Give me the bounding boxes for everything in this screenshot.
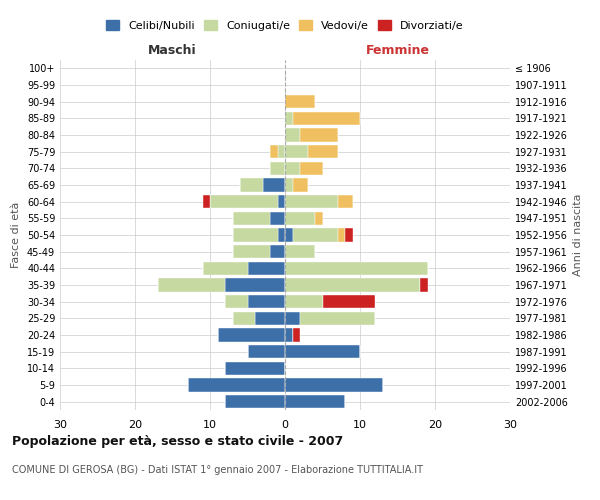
Bar xyxy=(225,295,248,308)
Text: Femmine: Femmine xyxy=(365,44,430,57)
Bar xyxy=(285,212,315,225)
Text: COMUNE DI GEROSA (BG) - Dati ISTAT 1° gennaio 2007 - Elaborazione TUTTITALIA.IT: COMUNE DI GEROSA (BG) - Dati ISTAT 1° ge… xyxy=(12,465,423,475)
Bar xyxy=(308,145,337,158)
Text: Popolazione per età, sesso e stato civile - 2007: Popolazione per età, sesso e stato civil… xyxy=(12,435,343,448)
Bar xyxy=(157,278,225,291)
Bar xyxy=(240,178,263,192)
Bar xyxy=(285,312,300,325)
Bar xyxy=(285,195,337,208)
Bar xyxy=(315,212,323,225)
Bar xyxy=(300,128,337,141)
Bar xyxy=(187,378,285,392)
Bar xyxy=(293,178,308,192)
Y-axis label: Fasce di età: Fasce di età xyxy=(11,202,21,268)
Bar xyxy=(285,345,360,358)
Bar xyxy=(345,228,353,241)
Bar xyxy=(270,245,285,258)
Bar xyxy=(233,228,277,241)
Bar xyxy=(277,145,285,158)
Bar xyxy=(285,395,345,408)
Bar xyxy=(285,295,323,308)
Bar xyxy=(263,178,285,192)
Bar xyxy=(225,362,285,375)
Bar xyxy=(300,312,375,325)
Legend: Celibi/Nubili, Coniugati/e, Vedovi/e, Divorziati/e: Celibi/Nubili, Coniugati/e, Vedovi/e, Di… xyxy=(103,16,467,34)
Bar xyxy=(248,345,285,358)
Bar xyxy=(293,112,360,125)
Bar xyxy=(293,328,300,342)
Bar xyxy=(285,95,315,108)
Bar xyxy=(285,328,293,342)
Bar xyxy=(285,128,300,141)
Bar xyxy=(323,295,375,308)
Bar xyxy=(277,228,285,241)
Bar xyxy=(285,278,420,291)
Bar xyxy=(337,228,345,241)
Bar xyxy=(203,195,210,208)
Bar xyxy=(285,145,308,158)
Bar xyxy=(270,162,285,175)
Y-axis label: Anni di nascita: Anni di nascita xyxy=(573,194,583,276)
Bar xyxy=(203,262,248,275)
Bar xyxy=(218,328,285,342)
Bar xyxy=(248,262,285,275)
Bar xyxy=(285,112,293,125)
Bar xyxy=(233,212,270,225)
Bar xyxy=(285,162,300,175)
Bar xyxy=(225,278,285,291)
Bar xyxy=(337,195,353,208)
Bar xyxy=(270,145,277,158)
Bar xyxy=(277,195,285,208)
Bar xyxy=(233,245,270,258)
Bar xyxy=(285,178,293,192)
Bar xyxy=(285,262,427,275)
Bar xyxy=(270,212,285,225)
Bar xyxy=(293,228,337,241)
Bar xyxy=(285,378,383,392)
Bar xyxy=(225,395,285,408)
Bar xyxy=(300,162,323,175)
Bar xyxy=(210,195,277,208)
Bar xyxy=(285,228,293,241)
Text: Maschi: Maschi xyxy=(148,44,197,57)
Bar xyxy=(420,278,427,291)
Bar xyxy=(233,312,255,325)
Bar xyxy=(255,312,285,325)
Bar xyxy=(285,245,315,258)
Bar xyxy=(248,295,285,308)
